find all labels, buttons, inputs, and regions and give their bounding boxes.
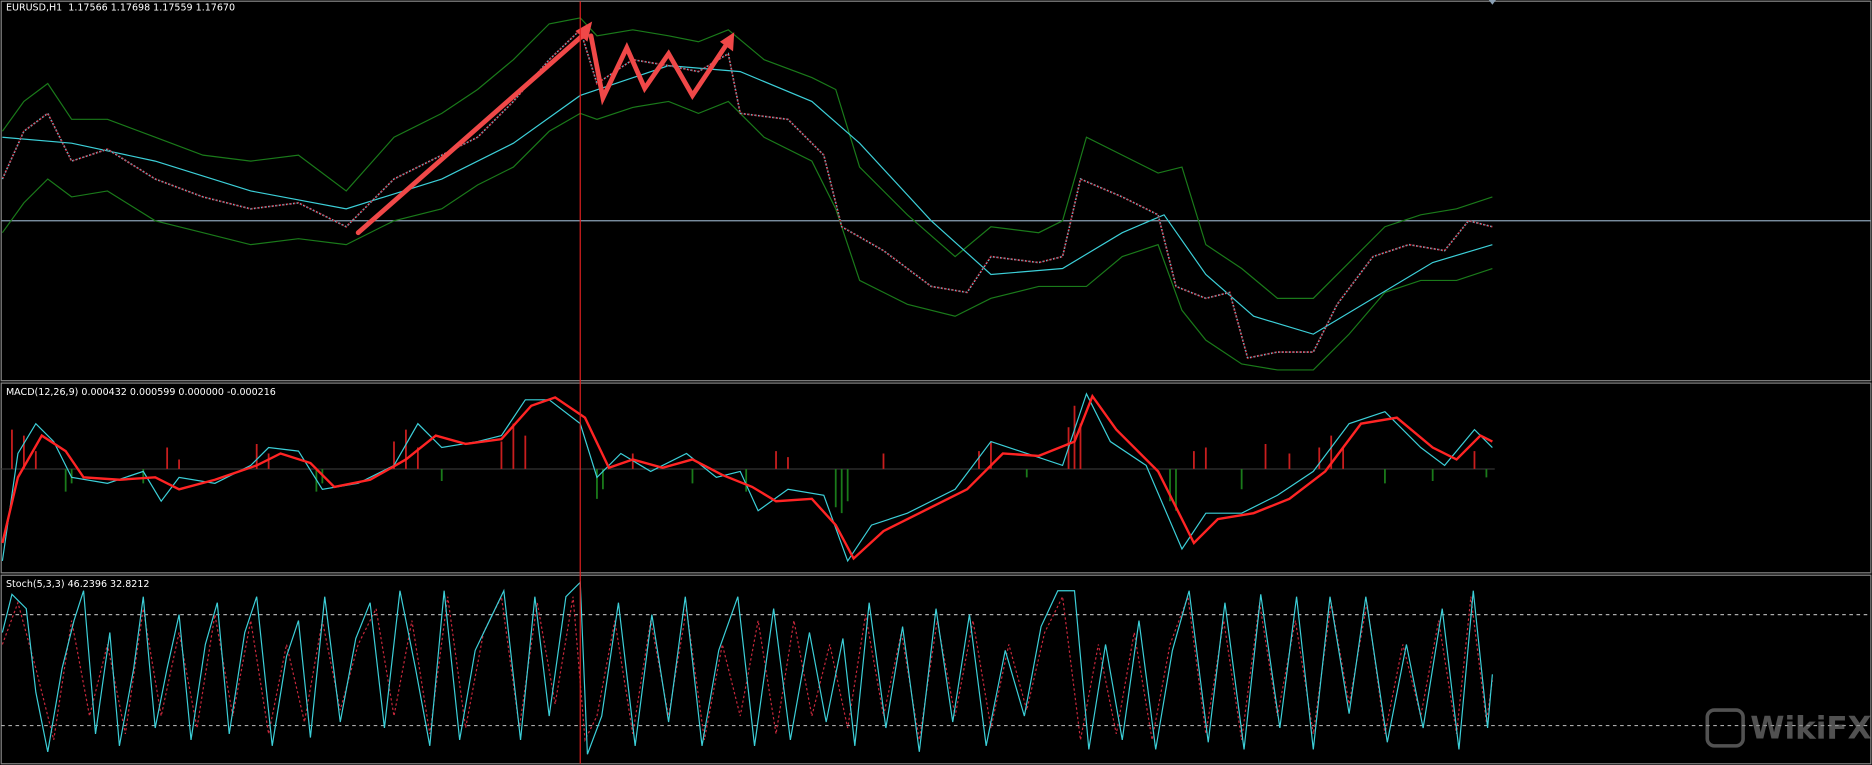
bollinger-upper bbox=[1, 17, 1493, 299]
trend-annotation bbox=[355, 31, 731, 236]
price-candles-down bbox=[1, 28, 1493, 360]
macd-panel-label: MACD(12,26,9) 0.000432 0.000599 0.000000… bbox=[6, 387, 276, 398]
stoch-main bbox=[1, 580, 1493, 755]
bollinger-lower bbox=[1, 100, 1493, 371]
range-zigzag bbox=[588, 33, 731, 106]
arrow-head bbox=[719, 32, 735, 52]
stoch-panel-frame bbox=[0, 574, 1872, 765]
stoch-signal bbox=[1, 594, 1493, 743]
macd-line bbox=[1, 392, 1493, 563]
macd-panel-frame bbox=[0, 382, 1872, 574]
price-panel-label: EURUSD,H1 1.17566 1.17698 1.17559 1.1767… bbox=[6, 3, 235, 14]
arrow-head bbox=[575, 21, 593, 42]
stoch-panel-label: Stoch(5,3,3) 46.2396 32.8212 bbox=[6, 579, 150, 590]
uptrend-arrow bbox=[355, 31, 588, 236]
signal-line bbox=[1, 393, 1493, 561]
price-panel-frame bbox=[0, 0, 1872, 382]
moving-average bbox=[2, 65, 1493, 335]
watermark: WikiFX bbox=[1750, 711, 1871, 747]
watermark-logo bbox=[1705, 708, 1745, 748]
marker bbox=[1488, 0, 1496, 5]
